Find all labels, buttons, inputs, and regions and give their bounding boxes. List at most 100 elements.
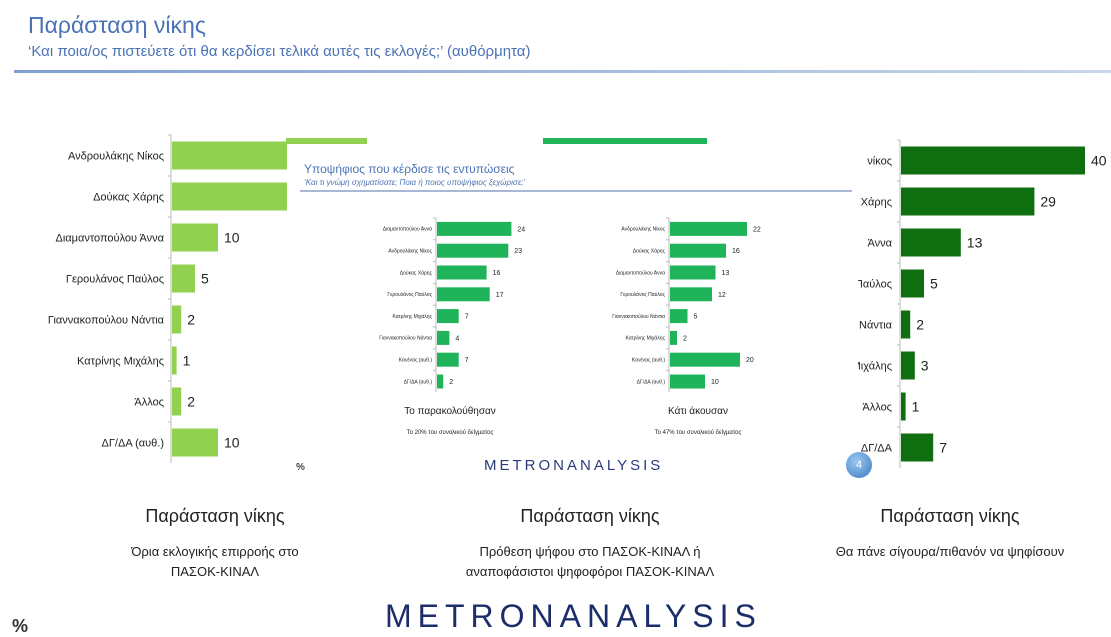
chart-3-value-label: 2 <box>916 317 924 333</box>
chart-2-value-label: 13 <box>722 270 730 277</box>
chart-2-bar <box>670 265 716 280</box>
caption-right-title: Παράσταση νίκης <box>880 506 1020 526</box>
chart-0-value-label: 2 <box>187 312 195 328</box>
chart-3-category-label: Άλλος <box>862 401 892 413</box>
chart-1-value-label: 24 <box>517 226 525 233</box>
chart-2-category-label: Κατρίνης Μιχάλης <box>625 335 665 342</box>
chart-3-bar <box>901 310 911 339</box>
chart-1-category-label: Δούκας Χάρης <box>400 269 433 276</box>
overlap-bar-sliver-2 <box>543 138 707 144</box>
chart-2-category-label: Κανένας (αυθ.) <box>632 356 666 363</box>
chart-1-value-label: 16 <box>493 270 501 277</box>
chart-0-category-label: Ανδρουλάκης Νίκος <box>68 150 164 162</box>
chart-0-bar <box>172 141 287 170</box>
chart-2-value-label: 20 <box>746 357 754 364</box>
chart-0-bar <box>172 428 218 457</box>
chart-3-bar <box>901 187 1035 216</box>
inset-title: Υποψήφιος που κέρδισε τις εντυπώσεις <box>304 162 515 176</box>
chart-2-value-label: 16 <box>732 248 740 255</box>
chart-1-bar <box>437 243 509 258</box>
chart-2-note: Το 47% του συνολικού δείγματος <box>655 430 742 436</box>
chart-3-value-label: 5 <box>930 276 938 292</box>
percent-label-left-chart: % <box>296 462 305 473</box>
caption-left-line2: ΠΑΣΟΚ-ΚΙΝΑΛ <box>170 564 260 579</box>
chart-0-value-label: 10 <box>224 435 240 451</box>
chart-3-value-label: 40 <box>1091 153 1107 169</box>
chart-3-value-label: 3 <box>921 358 929 374</box>
chart-1-value-label: 2 <box>449 379 453 386</box>
chart-0-value-label: 10 <box>224 230 240 246</box>
overlap-bar-sliver-1 <box>286 138 367 144</box>
chart-0-value-label: 1 <box>183 353 191 369</box>
caption-left-title: Παράσταση νίκης <box>145 506 285 526</box>
caption-left-line1: Όρια εκλογικής επιρροής στο <box>131 544 299 559</box>
chart-0-value-label: 5 <box>201 271 209 287</box>
chart-1-value-label: 23 <box>514 248 522 255</box>
chart-1-category-label: Κανένας (αυθ.) <box>399 356 433 363</box>
chart-2-title: Κάτι άκουσαν <box>668 405 728 417</box>
chart-2-bar <box>670 287 712 302</box>
chart-3-bar <box>901 228 961 257</box>
chart-2-category-label: Γιαννακοπούλου Νάντια <box>612 313 665 320</box>
chart-2-bar <box>670 221 747 236</box>
page-number-badge: 4 <box>846 452 872 478</box>
chart-1-value-label: 17 <box>496 292 504 299</box>
brand-logo-small: METRONANALYSIS <box>484 457 664 474</box>
inset-subtitle: ‘Και τι γνώμη σχηματίσατε; Ποια ή ποιος … <box>304 178 526 187</box>
chart-2-value-label: 22 <box>753 226 761 233</box>
caption-center-line2: αναποφάσιστοι ψηφοφόροι ΠΑΣΟΚ-ΚΙΝΑΛ <box>465 564 715 579</box>
chart-2-category-label: ΔΓ/ΔΑ (αυθ.) <box>637 379 666 385</box>
caption-center-line1: Πρόθεση ψήφου στο ΠΑΣΟΚ-ΚΙΝΑΛ ή <box>479 544 701 559</box>
caption-center-title: Παράσταση νίκης <box>520 506 660 526</box>
chart-2-value-label: 12 <box>718 292 726 299</box>
page-title: Παράσταση νίκης <box>28 12 206 38</box>
chart-0-bar <box>172 346 177 375</box>
chart-2-category-label: Διαμαντοπούλου Άννα <box>616 269 665 276</box>
chart-3-category-label: Μιχάλης <box>852 360 892 372</box>
chart-2-category-label: Ανδρουλάκης Νίκος <box>621 226 665 233</box>
brand-logo-large: METRONANALYSIS <box>385 598 762 634</box>
chart-2-value-label: 2 <box>683 335 687 342</box>
chart-3-value-label: 29 <box>1040 194 1056 210</box>
chart-3-category-label: Χάρης <box>861 196 892 208</box>
chart-0-category-label: Γερουλάνος Παύλος <box>66 273 164 285</box>
chart-2-bar <box>670 330 677 345</box>
chart-2-bar <box>670 243 726 258</box>
chart-0-category-label: ΔΓ/ΔΑ (αυθ.) <box>102 437 164 449</box>
chart-1-category-label: Ανδρουλάκης Νίκος <box>388 247 432 254</box>
chart-2-category-label: Δούκας Χάρης <box>633 247 666 254</box>
chart-1-category-label: ΔΓ/ΔΑ (αυθ.) <box>404 379 433 385</box>
chart-0-category-label: Γιαννακοπούλου Νάντια <box>48 314 165 326</box>
chart-1-category-label: Γιαννακοπούλου Νάντια <box>379 335 432 342</box>
inset-divider <box>300 190 852 192</box>
chart-3-value-label: 7 <box>939 440 947 456</box>
chart-3-category-label: ΔΓ/ΔΑ <box>861 442 893 454</box>
page-subtitle: ‘Και ποια/ος πιστεύετε ότι θα κερδίσει τ… <box>28 43 531 60</box>
chart-3-bar <box>901 392 906 421</box>
chart-1-category-label: Κατρίνης Μιχάλης <box>392 313 432 320</box>
chart-3-category-label: Άννα <box>867 237 892 249</box>
chart-1-bar <box>437 374 444 389</box>
chart-3-bar <box>901 269 924 298</box>
chart-1-category-label: Γερουλάνος Παύλος <box>387 291 432 298</box>
chart-1-value-label: 7 <box>465 314 469 321</box>
chart-1-note: Το 20% του συνολικού δείγματος <box>407 430 494 436</box>
chart-3-bar <box>901 433 934 462</box>
chart-1-bar <box>437 287 490 302</box>
chart-0-bar <box>172 387 182 416</box>
chart-1-value-label: 4 <box>455 335 459 342</box>
chart-3-value-label: 1 <box>912 399 920 415</box>
chart-1-bar <box>437 221 512 236</box>
chart-0-category-label: Διαμαντοπούλου Άννα <box>56 232 165 244</box>
chart-0-bar <box>172 264 195 293</box>
chart-2-value-label: 10 <box>711 379 719 386</box>
percent-sign: % <box>12 616 29 636</box>
chart-3-value-label: 13 <box>967 235 983 251</box>
chart-0-category-label: Άλλος <box>134 396 164 408</box>
chart-0-category-label: Κατρίνης Μιχάλης <box>77 355 164 367</box>
chart-1-bar <box>437 309 459 324</box>
chart-1-bar <box>437 352 459 367</box>
chart-1-value-label: 7 <box>465 357 469 364</box>
chart-2-bar <box>670 309 688 324</box>
